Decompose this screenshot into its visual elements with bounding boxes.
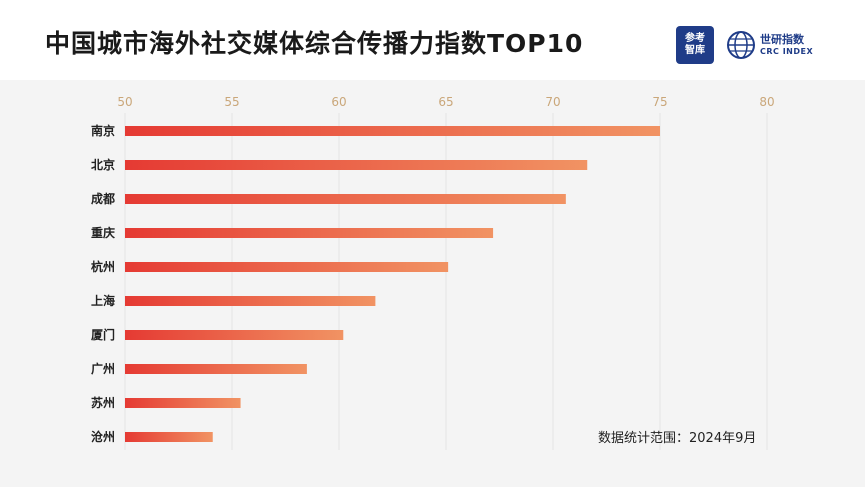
x-axis-ticks: 50 55 60 65 70 75 80 (117, 95, 774, 109)
x-tick-label: 80 (759, 95, 774, 109)
category-label: 南京 (91, 123, 115, 138)
category-label: 北京 (91, 157, 115, 172)
bar (125, 364, 307, 374)
category-label: 上海 (91, 293, 115, 308)
category-label: 苏州 (91, 395, 115, 410)
category-label: 重庆 (91, 225, 115, 240)
logo-cn-text: 世研指数 (760, 33, 804, 46)
bar (125, 194, 566, 204)
bar (125, 330, 344, 340)
bar (125, 228, 494, 238)
category-label: 厦门 (91, 327, 115, 342)
category-label: 沧州 (91, 429, 115, 444)
bars (125, 126, 660, 442)
category-label: 广州 (91, 361, 115, 376)
bar (125, 432, 213, 442)
logo-en-text: CRC INDEX (760, 47, 814, 56)
bar (125, 296, 376, 306)
x-tick-label: 60 (331, 95, 346, 109)
data-range-note: 数据统计范围：2024年9月 (598, 431, 757, 446)
category-label: 杭州 (91, 259, 115, 274)
x-tick-label: 75 (652, 95, 667, 109)
x-tick-label: 70 (545, 95, 560, 109)
x-tick-label: 50 (117, 95, 132, 109)
x-tick-label: 55 (224, 95, 239, 109)
crc-index-logo: 世研指数 CRC INDEX (726, 26, 813, 64)
bar (125, 262, 449, 272)
logo-text-line1: 参考 (685, 33, 705, 44)
bar (125, 398, 241, 408)
x-tick-label: 65 (438, 95, 453, 109)
chart-title: 中国城市海外社交媒体综合传播力指数TOP10 (45, 29, 584, 58)
category-label: 成都 (91, 191, 115, 206)
bar (125, 126, 660, 136)
header-band (0, 0, 865, 80)
cankao-zhiku-logo: 参考 智库 (676, 26, 714, 64)
logo-text-line2: 智库 (685, 45, 705, 56)
globe-icon (727, 31, 755, 59)
bar (125, 160, 588, 170)
